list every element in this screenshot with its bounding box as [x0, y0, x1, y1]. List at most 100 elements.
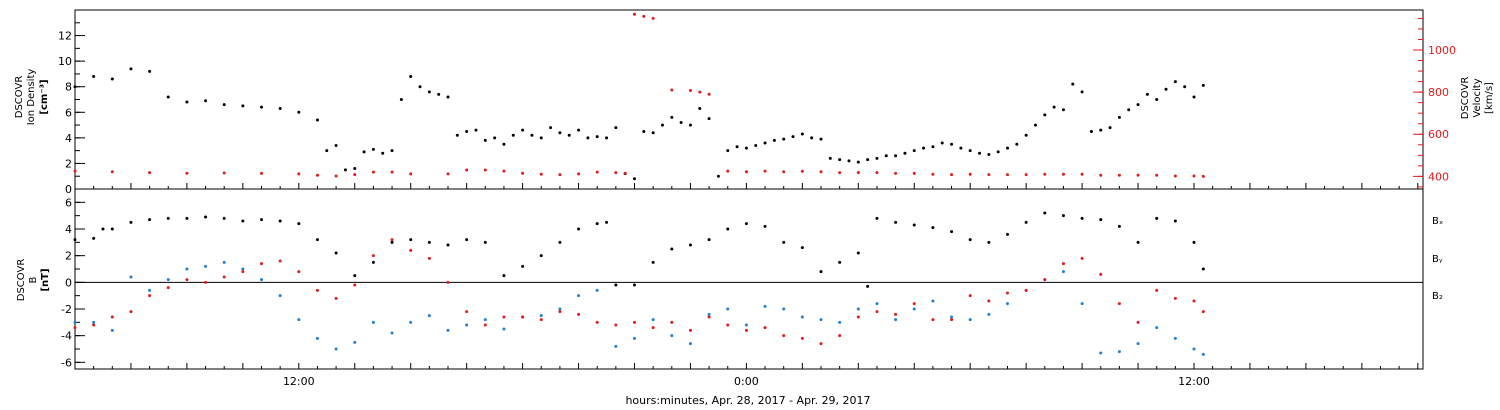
legend-by: Bᵧ [1432, 254, 1443, 265]
bx-point [502, 274, 506, 278]
bz-point [800, 336, 804, 340]
velocity-point [670, 88, 674, 92]
velocity-point [1080, 172, 1084, 176]
by-point [502, 327, 506, 331]
tick-labels: 12:00 0:00 12:00 0 2 4 6 8 10 12 400 600 800 1000 -6 -4… [58, 30, 1456, 388]
bz-point [353, 283, 357, 287]
density-point [297, 110, 301, 114]
by-point [577, 294, 581, 298]
bx-point [1099, 218, 1103, 222]
bx-point [1061, 214, 1065, 218]
by-point [838, 320, 842, 324]
density-point [1173, 80, 1177, 84]
velocity-point [502, 169, 506, 173]
velocity-point [623, 171, 627, 175]
bz-point [92, 323, 96, 327]
by-point [446, 328, 450, 332]
bx-point [334, 251, 338, 255]
by-point [92, 320, 96, 324]
density-point [530, 133, 534, 137]
bx-point [633, 283, 636, 287]
velocity-point [297, 172, 301, 176]
velocity-point [315, 173, 319, 177]
density-point [595, 135, 599, 139]
bz-point [278, 259, 282, 263]
density-point [1089, 129, 1093, 133]
density-point [222, 103, 226, 107]
bx-point [1117, 224, 1121, 228]
by-point [856, 307, 860, 311]
velocity-point [334, 174, 338, 178]
density-point [642, 129, 646, 133]
by-point [782, 307, 786, 311]
bz-point [222, 275, 226, 279]
density-point [1155, 98, 1159, 101]
tick-marks [74, 9, 1423, 369]
density-point [698, 106, 702, 110]
velocity-point [633, 12, 636, 16]
velocity-tick-label: 600 [1428, 128, 1449, 141]
x-tick-label: 0:00 [734, 375, 759, 388]
bx-point [465, 238, 469, 242]
density-point [549, 126, 553, 130]
velocity-point [390, 170, 394, 174]
density-point [390, 149, 394, 153]
density-point [940, 141, 944, 145]
density-point [978, 151, 982, 155]
bx-point [110, 227, 114, 231]
density-point [959, 146, 963, 150]
density-point [660, 123, 664, 127]
by-point [465, 323, 469, 327]
bz-point [819, 342, 823, 346]
density-point [241, 104, 245, 108]
velocity-point [614, 171, 618, 175]
density-point [605, 136, 609, 140]
b-tick-label: -4 [61, 330, 72, 343]
density-point [1127, 108, 1131, 112]
by-point [1006, 302, 1009, 306]
legend-bx: Bₓ [1432, 216, 1443, 227]
density-point [343, 168, 347, 172]
bz-point [707, 315, 711, 319]
bz-point [782, 334, 786, 338]
density-point [679, 121, 683, 125]
density-point [1108, 126, 1112, 130]
density-point [586, 136, 590, 140]
by-point [260, 278, 263, 282]
by-point [222, 260, 226, 264]
by-point [241, 267, 245, 271]
velocity-point [1024, 173, 1028, 177]
bz-point [950, 318, 954, 322]
density-point [315, 118, 319, 122]
density-point [362, 150, 366, 154]
density-point [577, 128, 581, 132]
by-point [558, 307, 562, 311]
bz-point [129, 310, 133, 314]
bx-point [1201, 267, 1205, 271]
by-point [894, 318, 898, 322]
by-point [912, 307, 916, 311]
density-point [325, 149, 329, 153]
bx-point [800, 246, 804, 250]
bz-point [744, 328, 748, 332]
density-point [894, 154, 898, 158]
density-point [791, 135, 795, 139]
velocity-point [1099, 173, 1103, 177]
velocity-ylabel-line3: [km/s] [1484, 82, 1495, 114]
bx-point [260, 218, 263, 222]
bx-point [558, 240, 562, 244]
density-point [1183, 85, 1187, 89]
bz-point [73, 326, 77, 330]
density-ylabel-line3: [cm⁻³] [39, 79, 50, 114]
density-point [371, 147, 375, 151]
bz-point [241, 270, 245, 274]
bx-point [297, 222, 301, 226]
bx-point [968, 238, 972, 242]
bx-point [726, 227, 730, 231]
bz-point [315, 288, 319, 292]
bz-point [446, 280, 450, 284]
velocity-point [1201, 174, 1205, 178]
bx-point [278, 219, 282, 223]
density-point [502, 142, 506, 146]
by-point [1099, 351, 1103, 355]
